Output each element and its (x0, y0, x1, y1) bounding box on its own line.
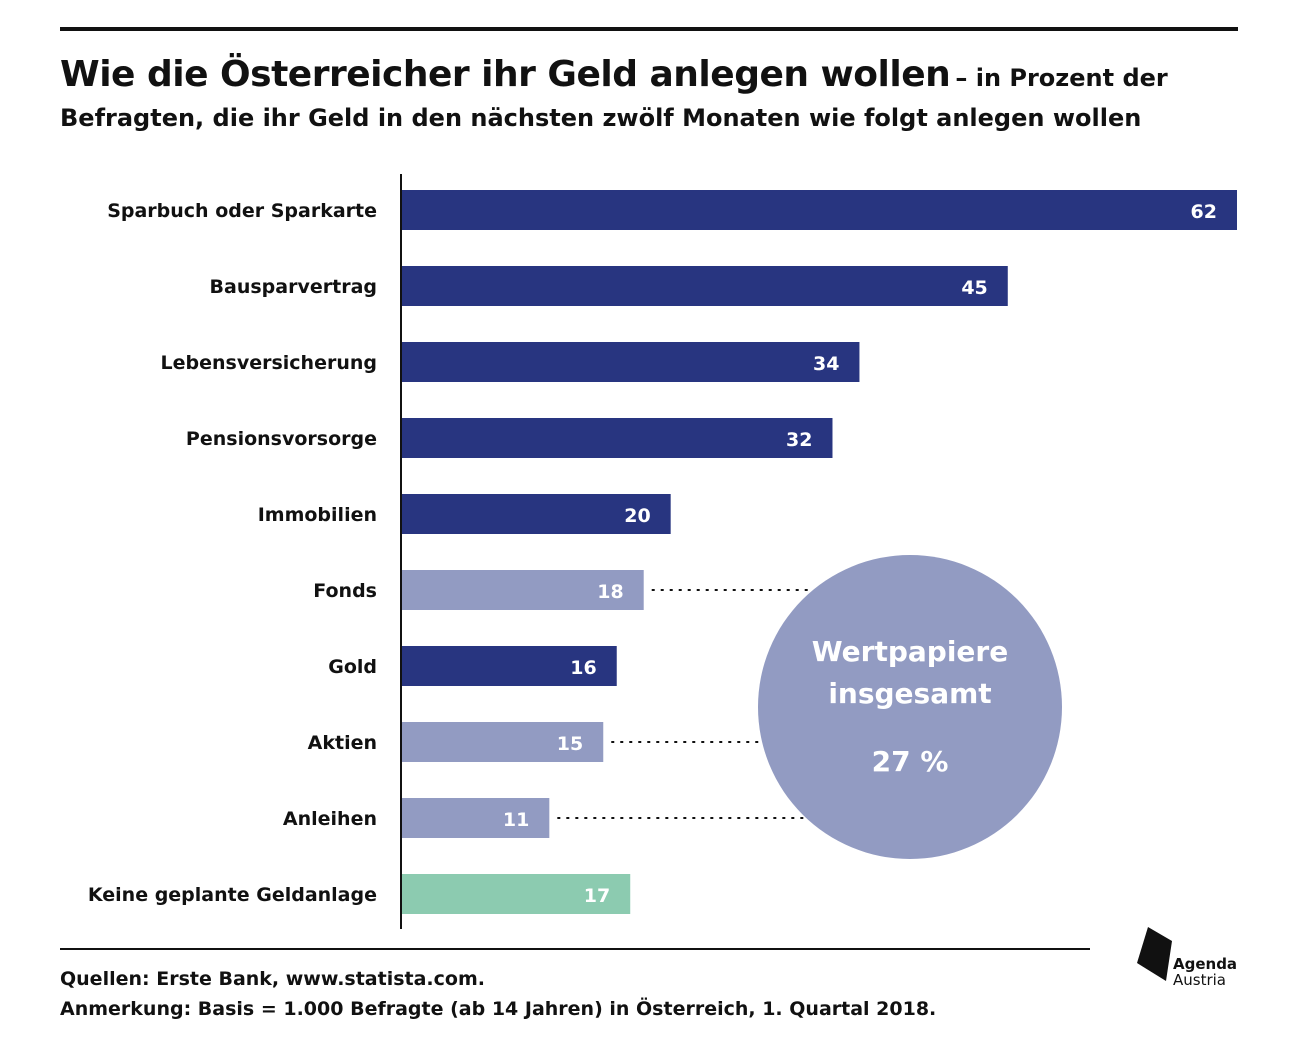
bar (401, 570, 644, 610)
securities-total-circle (758, 555, 1062, 859)
data-label: 16 (570, 657, 596, 679)
logo-text: Agenda Austria (1173, 956, 1237, 988)
category-label: Pensionsvorsorge (186, 428, 377, 450)
data-label: 62 (1191, 201, 1217, 223)
bottom-rule (60, 948, 1090, 950)
chart-subtitle-part2: Befragten, die ihr Geld in den nächsten … (60, 103, 1142, 132)
logo-line1: Agenda (1173, 955, 1238, 973)
bar (401, 494, 671, 534)
data-label: 17 (584, 885, 610, 907)
bar (401, 190, 1237, 230)
chart-subtitle-part1: – in Prozent der (955, 64, 1168, 92)
category-label: Sparbuch oder Sparkarte (107, 200, 377, 222)
category-label: Bausparvertrag (210, 276, 377, 298)
footer-note: Anmerkung: Basis = 1.000 Befragte (ab 14… (60, 998, 937, 1020)
bar (401, 342, 860, 382)
securities-total-circle-label: Wertpapiere insgesamt 27 % (758, 555, 1062, 859)
data-label: 32 (786, 429, 812, 451)
agenda-austria-logo-icon (1137, 927, 1172, 981)
category-label: Immobilien (258, 504, 377, 526)
category-label: Keine geplante Geldanlage (88, 884, 377, 906)
bar (401, 798, 550, 838)
data-label: 45 (961, 277, 987, 299)
data-label: 11 (503, 809, 529, 831)
bar (401, 266, 1008, 306)
securities-total-label-line2: insgesamt (828, 677, 992, 710)
top-rule (60, 27, 1238, 31)
logo-line2: Austria (1173, 971, 1226, 989)
data-label: 15 (557, 733, 583, 755)
data-label: 18 (597, 581, 623, 603)
bar (401, 646, 617, 686)
securities-total-value: 27 % (871, 745, 949, 778)
category-label: Anleihen (283, 808, 377, 830)
data-label: 34 (813, 353, 839, 375)
category-label: Gold (328, 656, 377, 678)
footer-sources: Quellen: Erste Bank, www.statista.com. (60, 968, 485, 990)
category-label: Fonds (313, 580, 377, 602)
footer: Quellen: Erste Bank, www.statista.com. A… (60, 964, 936, 1024)
bar (401, 722, 604, 762)
data-label: 20 (624, 505, 650, 527)
bar (401, 874, 631, 914)
category-label: Aktien (308, 732, 377, 754)
bar (401, 418, 833, 458)
chart-title-main: Wie die Österreicher ihr Geld anlegen wo… (60, 54, 951, 95)
category-label: Lebensversicherung (161, 352, 377, 374)
securities-total-label-line1: Wertpapiere (811, 635, 1009, 668)
chart-title: Wie die Österreicher ihr Geld anlegen wo… (60, 52, 1240, 134)
